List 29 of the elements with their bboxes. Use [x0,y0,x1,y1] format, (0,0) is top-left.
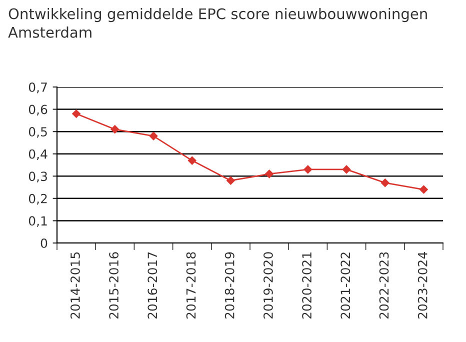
x-tick-label: 2014-2015 [70,252,80,319]
x-tick-label: 2020-2021 [302,252,312,319]
point [304,165,312,174]
point [110,125,120,134]
x-tick-label: 2023-2024 [418,252,428,319]
x-tick-label: 2019-2020 [263,252,273,319]
point [72,110,80,118]
y-tick-label: 0,2 [28,194,47,205]
y-tick-label: 0 [40,238,48,248]
x-tick-label: 2021-2022 [340,252,350,319]
x-tick-label: 2018-2019 [224,252,234,319]
point [342,165,351,174]
point [420,185,428,194]
x-tick-label: 2017-2018 [186,252,196,319]
point [265,170,274,178]
y-tick-label: 0,1 [28,216,47,227]
x-tick-label: 2015-2016 [109,252,119,319]
chart-title: Ontwikkeling gemiddelde EPC score nieuwbouwwoningen Amsterdam [8,8,427,38]
y-tick-label: 0,3 [28,172,47,182]
point [226,176,235,185]
y-tick-label: 0,5 [28,127,47,138]
x-tick-label: 2022-2023 [379,252,389,319]
y-tick-label: 0,4 [28,149,48,160]
point [149,132,158,140]
point [380,178,390,187]
y-tick-label: 0,6 [28,104,48,116]
y-tick-label: 0,7 [28,82,47,94]
x-tick-label: 2016-2017 [148,252,158,319]
point [188,156,196,165]
